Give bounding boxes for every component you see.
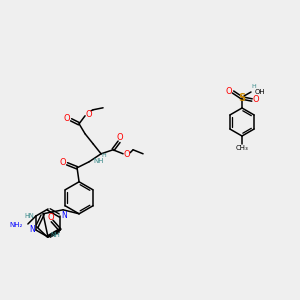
Text: O: O <box>86 110 92 119</box>
Text: HN: HN <box>24 213 34 219</box>
Text: H: H <box>102 153 106 158</box>
Text: O: O <box>124 150 130 159</box>
Text: O: O <box>60 158 66 167</box>
Text: NH₂: NH₂ <box>10 222 23 228</box>
Text: O: O <box>48 212 54 221</box>
Text: N: N <box>29 226 35 235</box>
Text: NH: NH <box>50 232 60 238</box>
Text: CH₃: CH₃ <box>236 145 248 151</box>
Text: O: O <box>64 114 70 123</box>
Text: O: O <box>253 95 259 104</box>
Text: NH: NH <box>93 158 104 164</box>
Text: H: H <box>252 85 256 89</box>
Text: N: N <box>61 212 67 220</box>
Text: OH: OH <box>255 89 266 95</box>
Text: O: O <box>226 88 232 97</box>
Text: O: O <box>117 133 123 142</box>
Text: S: S <box>238 93 246 103</box>
